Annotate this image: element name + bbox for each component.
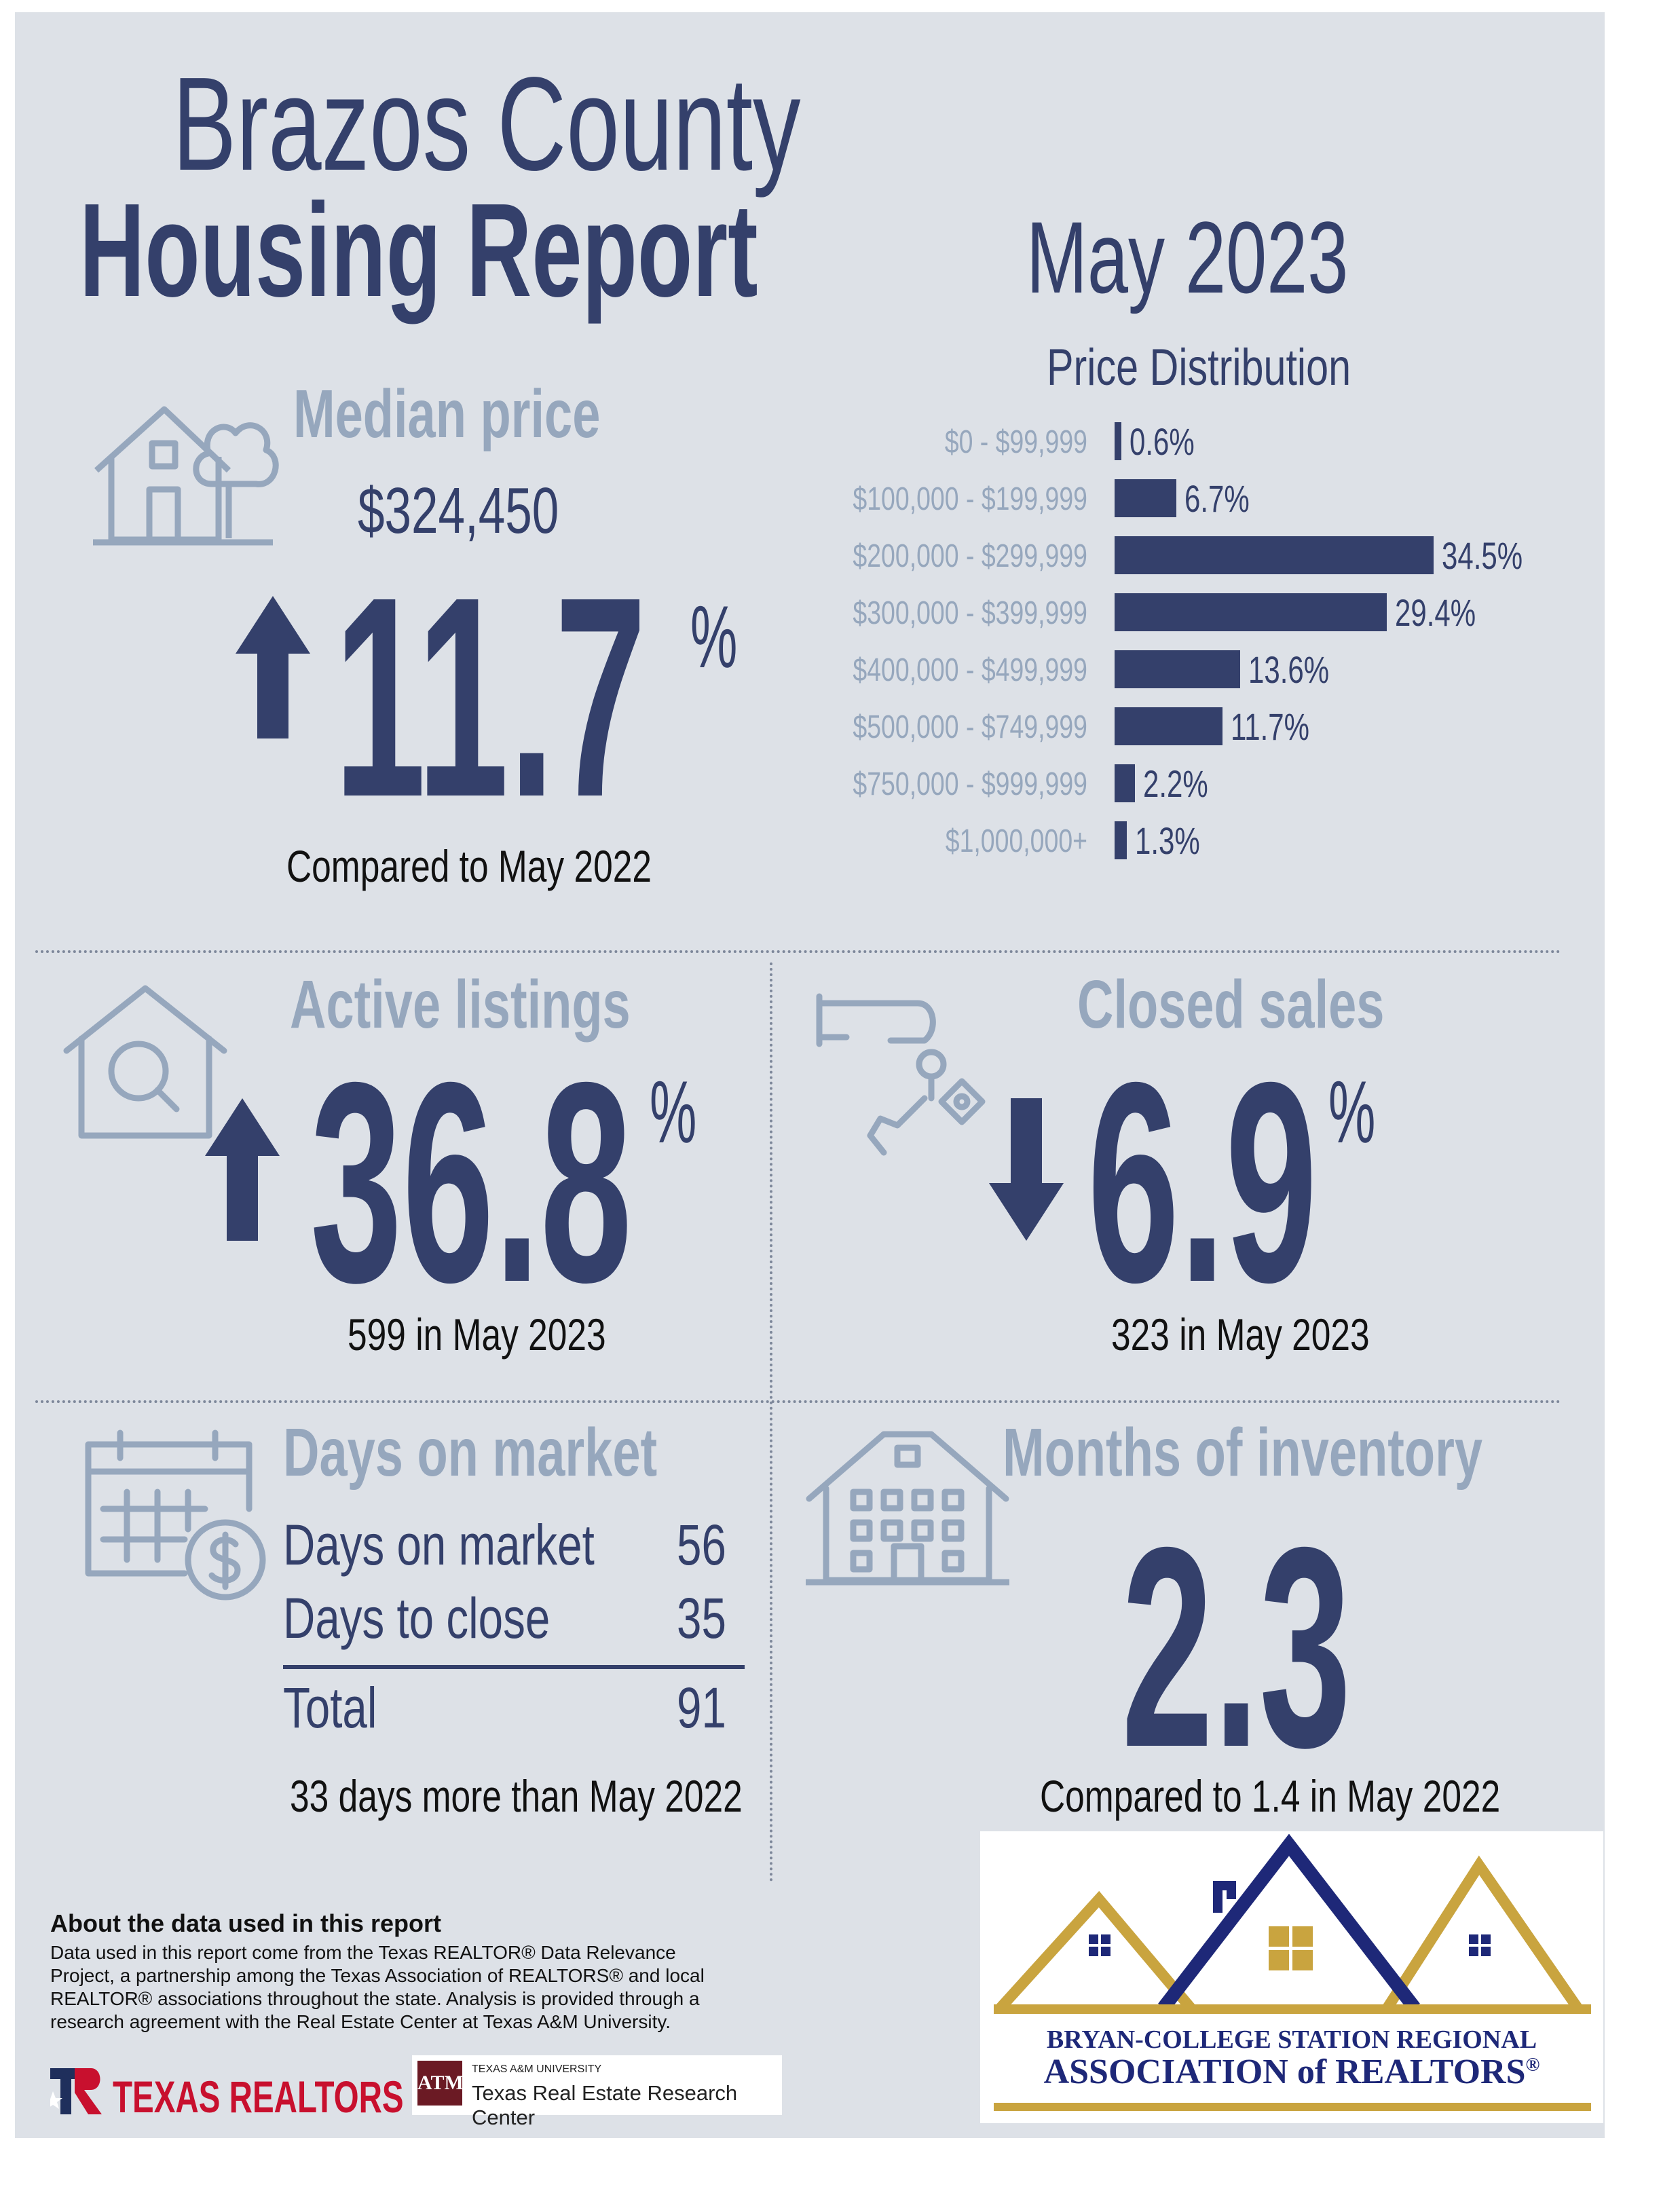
hand-keys-icon (816, 993, 986, 1156)
calendar-dollar-icon (85, 1429, 266, 1601)
about-text: Data used in this report come from the T… (50, 1942, 705, 2033)
about-title: About the data used in this report (50, 1909, 442, 1937)
price-range-label: $750,000 - $999,999 (853, 766, 1087, 802)
arrow-up-icon (236, 596, 310, 738)
median-price-value: $324,450 (358, 474, 559, 547)
tamu-small-text: TEXAS A&M UNIVERSITY (472, 2063, 602, 2075)
active-listings-change: 36.8 (310, 1024, 633, 1342)
arrow-down-icon (989, 1098, 1064, 1241)
price-distribution-value: 29.4% (1394, 591, 1476, 634)
active-listings-caption: 599 in May 2023 (348, 1309, 606, 1360)
closed-sales-caption: 323 in May 2023 (1111, 1309, 1370, 1360)
price-distribution-bar (1115, 593, 1387, 631)
report-title-line1: Brazos County (172, 50, 801, 198)
price-distribution-bar (1115, 707, 1223, 745)
dtc-row-value: 35 (677, 1586, 726, 1650)
price-distribution-bar (1115, 479, 1177, 517)
tamu-research-center-logo: ATM TEXAS A&M UNIVERSITY Texas Real Esta… (412, 2055, 782, 2129)
price-distribution-value: 11.7% (1231, 705, 1310, 748)
closed-sales-title: Closed sales (1077, 967, 1385, 1043)
price-range-label: $100,000 - $199,999 (853, 481, 1087, 517)
rooftops-icon (994, 1833, 1591, 2014)
arrow-up-icon (205, 1098, 280, 1241)
report-page: Brazos County Housing Report May 2023 Me… (15, 12, 1605, 2138)
median-price-change: 11.7 (334, 538, 647, 857)
months-inventory-title: Months of inventory (1003, 1415, 1483, 1491)
median-price-caption: Compared to May 2022 (286, 841, 652, 891)
tamu-center-text: Texas Real Estate Research Center (472, 2081, 738, 2129)
price-distribution-value: 34.5% (1442, 534, 1523, 577)
price-range-label: $1,000,000+ (945, 823, 1087, 859)
months-inventory-caption: Compared to 1.4 in May 2022 (1040, 1771, 1501, 1821)
price-distribution-bar (1115, 821, 1127, 859)
house-tree-icon (93, 406, 279, 546)
bcs-association-logo: BRYAN-COLLEGE STATION REGIONAL ASSOCIATI… (980, 1831, 1603, 2123)
price-distribution-chart: $0 - $99,999 0.6% $100,000 - $199,999 6.7% $… (782, 419, 1597, 881)
price-distribution-value: 6.7% (1184, 477, 1250, 520)
price-distribution-bar (1115, 650, 1241, 688)
price-range-label: $400,000 - $499,999 (853, 652, 1087, 688)
divider-vertical (770, 962, 772, 1882)
days-on-market-title: Days on market (283, 1415, 658, 1491)
price-distribution-value: 0.6% (1130, 420, 1195, 463)
active-listings-title: Active listings (290, 967, 631, 1043)
price-distribution-value: 1.3% (1134, 819, 1200, 862)
price-range-label: $0 - $99,999 (944, 424, 1087, 460)
bcs-gold-rule (994, 2103, 1591, 2111)
bcs-line2: ASSOCIATION of REALTORS (1043, 2053, 1526, 2091)
bcs-line2-wrap: ASSOCIATION of REALTORS® (980, 2052, 1603, 2092)
tamu-mark: ATM (417, 2061, 464, 2106)
price-range-label: $500,000 - $749,999 (853, 709, 1087, 745)
report-title-line2: Housing Report (79, 176, 758, 324)
bcs-line1: BRYAN-COLLEGE STATION REGIONAL (1046, 2025, 1537, 2054)
dtc-row-label: Days to close (283, 1586, 550, 1650)
price-distribution-title: Price Distribution (1047, 339, 1351, 396)
days-on-market-caption: 33 days more than May 2022 (290, 1771, 743, 1821)
total-row-label: Total (283, 1676, 377, 1740)
price-range-label: $300,000 - $399,999 (853, 595, 1087, 631)
report-month: May 2023 (1026, 200, 1349, 314)
divider-horizontal-middle (35, 1400, 1561, 1403)
price-distribution-bar (1115, 764, 1135, 802)
median-price-title: Median price (293, 376, 601, 452)
price-distribution-bar (1115, 536, 1434, 574)
texas-realtors-logo: TEXAS REALTORS (50, 2065, 404, 2122)
divider-horizontal-top (35, 950, 1561, 953)
apartment-building-icon (806, 1431, 1009, 1586)
closed-sales-change: 6.9 (1087, 1024, 1318, 1342)
active-listings-percent-sign: % (650, 1062, 697, 1161)
price-distribution-bar (1115, 422, 1121, 460)
dom-row-value: 56 (677, 1513, 726, 1577)
price-distribution-value: 2.2% (1142, 762, 1208, 805)
closed-sales-percent-sign: % (1328, 1062, 1376, 1161)
price-range-label: $200,000 - $299,999 (853, 538, 1087, 574)
bcs-registered-mark: ® (1525, 2054, 1540, 2076)
dom-row-label: Days on market (283, 1513, 595, 1577)
median-price-percent-sign: % (690, 587, 738, 686)
texas-realtors-mark-icon (50, 2068, 102, 2114)
total-row-value: 91 (677, 1676, 726, 1740)
house-search-icon (63, 985, 227, 1139)
total-rule (283, 1665, 745, 1669)
price-distribution-value: 13.6% (1248, 648, 1330, 691)
texas-realtors-text: TEXAS REALTORS (113, 2072, 404, 2122)
months-inventory-value: 2.3 (1121, 1489, 1351, 1807)
